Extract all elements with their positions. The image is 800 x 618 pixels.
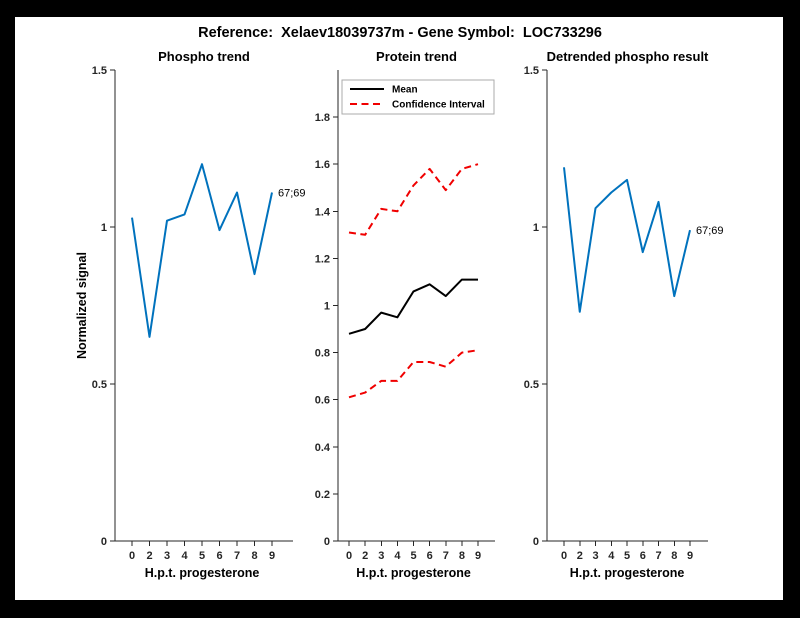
- x-tick-label: 0: [561, 550, 567, 562]
- x-tick-label: 9: [687, 550, 693, 562]
- y-tick-label: 0.6: [315, 395, 330, 407]
- figure-title: Reference: Xelaev18039737m - Gene Symbol…: [198, 25, 602, 41]
- x-tick-label: 8: [251, 550, 257, 562]
- x-tick-label: 7: [655, 550, 661, 562]
- subplot-title: Protein trend: [376, 49, 457, 64]
- x-tick-label: 6: [427, 550, 433, 562]
- y-tick-label: 1.8: [315, 112, 330, 124]
- y-tick-label: 0.4: [315, 442, 331, 454]
- x-tick-label: 6: [216, 550, 222, 562]
- x-tick-label: 4: [394, 550, 401, 562]
- x-tick-label: 5: [199, 550, 205, 562]
- x-tick-label: 0: [129, 550, 135, 562]
- y-tick-label: 0: [324, 536, 330, 548]
- x-tick-label: 3: [592, 550, 598, 562]
- axis-lines: [337, 70, 495, 542]
- x-tick-label: 3: [378, 550, 384, 562]
- y-tick-label: 1: [324, 301, 330, 313]
- y-tick-label: 1.5: [524, 65, 539, 77]
- x-tick-label: 3: [164, 550, 170, 562]
- y-tick-label: 1: [101, 222, 107, 234]
- axis-lines: [546, 70, 708, 542]
- series-phospho-signal: [131, 163, 273, 338]
- y-tick-label: 1.5: [92, 65, 107, 77]
- y-tick-label: 0.5: [524, 379, 539, 391]
- series-end-label: 67;69: [278, 187, 306, 199]
- x-tick-label: 2: [362, 550, 368, 562]
- x-tick-label: 4: [608, 550, 615, 562]
- x-tick-label: 8: [671, 550, 677, 562]
- y-tick-label: 0.5: [92, 379, 107, 391]
- legend-entry-label: Mean: [392, 85, 418, 96]
- x-tick-label: 8: [459, 550, 465, 562]
- axis-lines: [114, 70, 293, 542]
- series-detrended-phospho: [563, 167, 691, 313]
- x-tick-label: 5: [624, 550, 630, 562]
- x-tick-label: 6: [640, 550, 646, 562]
- x-tick-label: 9: [475, 550, 481, 562]
- y-axis-label: Normalized signal: [75, 252, 89, 359]
- subplot-protein-trend: 00.20.40.60.811.21.41.61.80 2 3 4 5 6 7 8 9Prote…: [315, 49, 495, 580]
- legend: Mean Confidence Interval: [341, 79, 495, 115]
- y-tick-label: 1: [533, 222, 539, 234]
- y-tick-label: 0: [533, 536, 539, 548]
- series-confidence-interval-lower: [348, 349, 479, 399]
- y-tick-label: 0.8: [315, 348, 330, 360]
- y-tick-label: 1.4: [315, 206, 331, 218]
- series-confidence-interval-upper: [348, 163, 479, 236]
- x-tick-label: 7: [443, 550, 449, 562]
- legend-entry-label: Confidence Interval: [392, 100, 485, 111]
- y-tick-label: 1.2: [315, 253, 330, 265]
- x-tick-label: 9: [269, 550, 275, 562]
- x-axis-label: H.p.t. progesterone: [145, 566, 260, 580]
- x-tick-label: 2: [146, 550, 152, 562]
- y-tick-label: 0: [101, 536, 107, 548]
- x-tick-label: 0: [346, 550, 352, 562]
- x-tick-label: 5: [410, 550, 416, 562]
- subplot-title: Detrended phospho result: [547, 49, 709, 64]
- x-tick-label: 7: [234, 550, 240, 562]
- legend-box: [341, 79, 495, 115]
- x-axis-label: H.p.t. progesterone: [356, 566, 471, 580]
- y-tick-label: 0.2: [315, 489, 330, 501]
- subplot-title: Phospho trend: [158, 49, 250, 64]
- x-axis-label: H.p.t. progesterone: [570, 566, 685, 580]
- x-tick-label: 2: [577, 550, 583, 562]
- series-mean: [348, 278, 478, 335]
- y-tick-label: 1.6: [315, 159, 330, 171]
- series-end-label: 67;69: [696, 225, 724, 237]
- x-tick-label: 4: [181, 550, 188, 562]
